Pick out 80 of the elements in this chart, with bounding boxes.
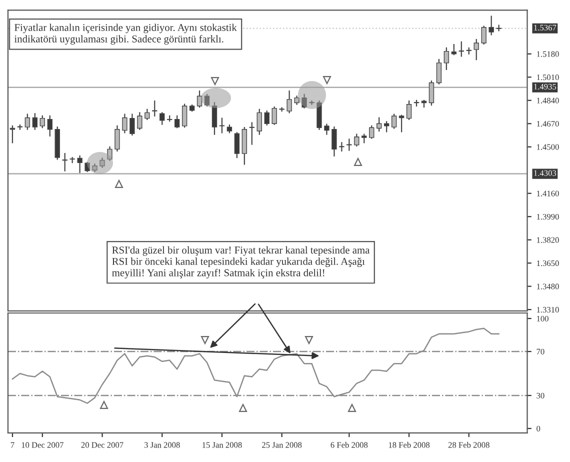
candlestick: [212, 102, 218, 135]
candlestick: [369, 125, 374, 139]
x-tick-label: 15 Jan 2008: [202, 442, 242, 448]
y-tick-label: 100: [537, 316, 548, 322]
candlestick: [196, 90, 202, 108]
candlestick: [346, 138, 352, 151]
candlestick: [324, 124, 330, 135]
annotation: Fiyatlar kanalın içerisinde yan gidiyor. Aynı stokastik indikatörü uygulaması gibi. Sadece görüntü farklı.: [14, 24, 237, 45]
candlestick: [137, 112, 142, 130]
y-tick-label: 1.4500: [537, 144, 559, 150]
candlestick: [234, 132, 240, 158]
candlestick: [309, 100, 314, 105]
y-tick-label: 1.4840: [537, 98, 559, 104]
candlestick: [406, 100, 412, 120]
y-tick-label: 70: [536, 348, 544, 354]
candlestick: [272, 106, 277, 125]
x-tick-label: 6 Feb 2008: [330, 442, 368, 448]
candlestick: [354, 134, 360, 146]
candlestick: [40, 115, 45, 128]
candlestick: [256, 108, 262, 135]
ref-line-label: 1.4935: [534, 84, 556, 90]
candlestick: [219, 118, 225, 134]
candlestick: [481, 26, 486, 44]
candlestick: [444, 47, 450, 70]
candlestick: [391, 114, 397, 129]
y-tick-label: 1.4670: [537, 120, 559, 127]
candlestick: [474, 39, 479, 60]
candlestick: [264, 110, 270, 126]
candlestick: [174, 115, 180, 128]
candlestick: [144, 108, 150, 120]
candlestick: [114, 125, 120, 152]
x-tick-label: 3 Jan 2008: [144, 442, 180, 448]
annotation: RSI'da güzel bir oluşum var! Fiyat tekrar kanal tepesinde ama RSI bir önceki kanal tepesindeki kadar yukarıda değil. Aşağı meyilli! Yani alışlar zayıf! Satmak için ekstra delil!: [112, 246, 370, 278]
candlestick: [167, 115, 172, 122]
candlestick: [339, 142, 344, 152]
candlestick: [204, 94, 210, 107]
y-tick-label: 1.3990: [537, 214, 559, 220]
x-tick-label: 10 Dec 2007: [22, 442, 64, 448]
candlestick: [286, 90, 292, 114]
candlestick: [17, 124, 23, 130]
y-tick-label: 1.3310: [537, 306, 559, 313]
candlestick: [458, 41, 464, 57]
candlestick: [332, 126, 337, 156]
y-tick-label: 1.3820: [537, 237, 559, 243]
x-tick-label: 20 Dec 2007: [81, 442, 124, 448]
y-tick-label: 1.5010: [537, 74, 559, 80]
y-tick-label: 30: [536, 392, 544, 398]
candlestick: [182, 104, 188, 128]
candlestick: [70, 156, 75, 164]
candlestick: [100, 158, 105, 168]
ref-line-label: 1.5367: [534, 24, 556, 30]
x-tick-label: 18 Feb 2008: [388, 442, 430, 448]
candlestick: [436, 58, 442, 84]
candlestick: [47, 115, 52, 136]
candlestick: [152, 100, 158, 117]
x-tick-label: 25 Jan 2008: [262, 442, 302, 448]
x-tick-label: 7: [10, 442, 14, 448]
candlestick: [24, 114, 30, 130]
candlestick: [302, 94, 307, 108]
x-tick-label: 28 Feb 2008: [448, 442, 490, 448]
candlestick: [122, 114, 128, 134]
candlestick: [32, 113, 38, 130]
ref-line-label: 1.4303: [534, 170, 556, 176]
y-tick-label: 0: [536, 426, 540, 432]
candlestick: [398, 114, 404, 132]
candlestick: [160, 112, 165, 125]
candlestick: [428, 80, 434, 106]
candlestick: [107, 146, 112, 161]
candlestick: [488, 16, 494, 36]
y-tick-label: 1.3480: [537, 284, 559, 290]
candlestick: [77, 155, 82, 173]
candlestick: [376, 117, 382, 132]
candlestick: [249, 122, 254, 145]
candlestick: [451, 44, 457, 56]
y-tick-label: 1.4160: [537, 190, 559, 196]
y-tick-label: 1.3650: [537, 260, 559, 266]
y-tick-label: 1.5180: [537, 51, 559, 57]
candlestick: [384, 121, 390, 132]
candlestick: [62, 153, 68, 172]
candlestick: [130, 114, 135, 136]
